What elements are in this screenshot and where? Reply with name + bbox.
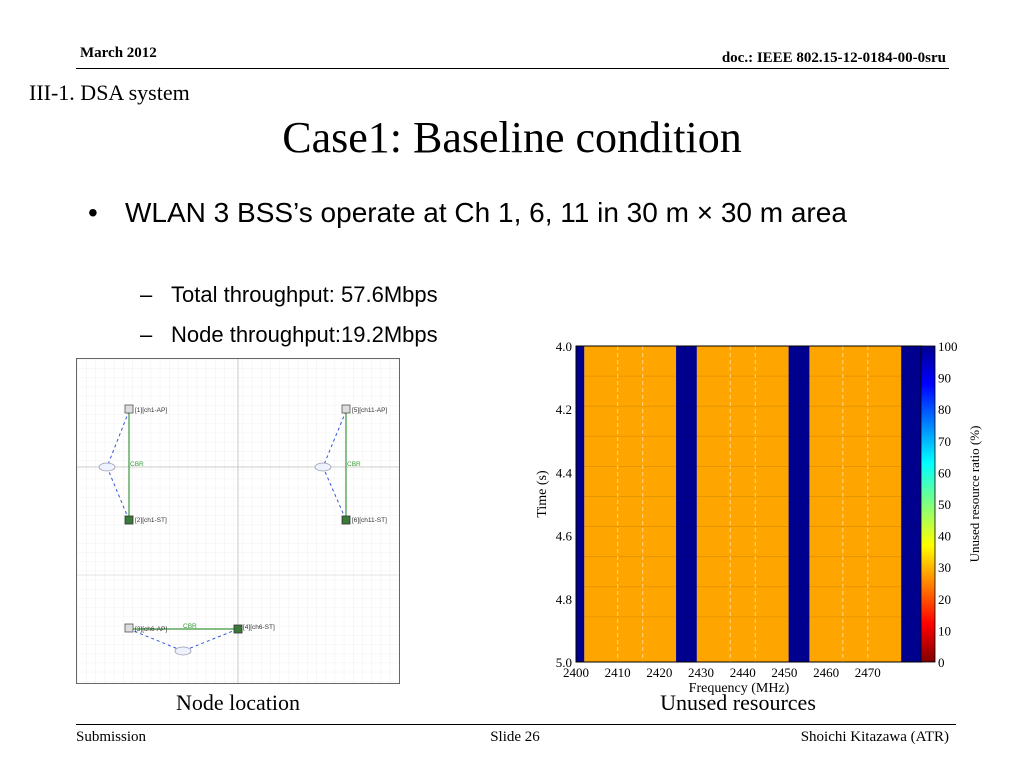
y-tick-label: 4.2 (556, 402, 572, 417)
x-axis-label: Frequency (MHz) (689, 681, 790, 696)
header-divider (76, 68, 949, 69)
colorbar-label: Unused resource ratio (%) (967, 426, 982, 563)
y-tick-label: 4.6 (556, 529, 573, 544)
y-tick-label: 4.8 (556, 592, 572, 607)
dash-icon: – (140, 322, 153, 347)
access-point-icon (341, 404, 351, 414)
header-date: March 2012 (80, 45, 157, 61)
cloud-icon (314, 462, 332, 472)
station-icon (341, 515, 351, 525)
colorbar-tick-label: 60 (938, 465, 951, 480)
station-icon (124, 515, 134, 525)
colorbar-tick-labels: 0 10 20 30 40 50 60 70 80 90 100 (938, 339, 958, 670)
y-axis-label: Time (s) (535, 470, 550, 518)
node-label-ch1-ap: [1][ch1-AP] (135, 407, 167, 414)
cloud-icon (98, 462, 116, 472)
link-label-ch11: CBR (347, 461, 361, 468)
y-tick-label: 5.0 (556, 655, 572, 670)
y-tick-label: 4.0 (556, 339, 572, 354)
dash-icon: – (140, 282, 153, 307)
unused-resources-heatmap: 2400 2410 2420 2430 2440 2450 2460 2470 4.04.24… (535, 339, 982, 696)
access-point-icon (124, 623, 134, 633)
colorbar-tick-label: 30 (938, 560, 951, 575)
node-label-ch11-ap: [5][ch11-AP] (352, 407, 387, 414)
bss-ch1: [1][ch1-AP] [2][ch1-ST] CBR (98, 404, 167, 525)
slide-title: Case1: Baseline condition (282, 113, 742, 162)
heatmap-bands (576, 346, 922, 662)
heatmap-band-4 (788, 346, 810, 662)
colorbar-tick-label: 100 (938, 339, 958, 354)
cloud-icon (174, 646, 192, 656)
heatmap-band-3 (696, 346, 789, 662)
colorbar-tick-label: 50 (938, 497, 951, 512)
heatmap-band-0 (576, 346, 585, 662)
x-tick-label: 2470 (855, 665, 881, 680)
station-icon (233, 624, 243, 634)
footer-divider (76, 724, 956, 725)
bullet-main-text: WLAN 3 BSS’s operate at Ch 1, 6, 11 in 3… (125, 197, 847, 228)
colorbar-tick-label: 20 (938, 592, 951, 607)
bss-ch11: [5][ch11-AP] [6][ch11-ST] CBR (314, 404, 387, 525)
header-doc-id: doc.: IEEE 802.15-12-0184-00-0sru (721, 50, 946, 66)
node-label-ch1-st: [2][ch1-ST] (135, 517, 167, 524)
heatmap-band-5 (809, 346, 902, 662)
caption-node-location: Node location (175, 690, 301, 715)
heatmap-row-lines (576, 346, 922, 662)
bullet-dot-icon: • (88, 197, 98, 228)
x-tick-label: 2450 (771, 665, 797, 680)
y-tick-label: 4.4 (556, 465, 573, 480)
colorbar-tick-label: 90 (938, 371, 951, 386)
heatmap-band-6 (901, 346, 922, 662)
heatmap-band-1 (584, 346, 677, 662)
bullet-sub-total-text: Total throughput: 57.6Mbps (171, 282, 438, 307)
footer-slide-number: Slide 26 (490, 729, 540, 745)
bullet-sub-node-text: Node throughput:19.2Mbps (171, 322, 438, 347)
x-tick-label: 2410 (605, 665, 631, 680)
x-tick-label: 2460 (813, 665, 839, 680)
footer-submission: Submission (76, 729, 147, 745)
link-label-ch1: CBR (130, 461, 144, 468)
x-tick-label: 2440 (730, 665, 756, 680)
x-tick-label: 2430 (688, 665, 714, 680)
heatmap-band-2 (676, 346, 697, 662)
wireless-path-ch6 (128, 628, 239, 652)
y-tick-labels: 4.0 4.2 4.4 4.6 4.8 5.0 (556, 339, 573, 670)
bss-ch6: [3][ch6-AP] [4][ch6-ST] CBR (124, 623, 275, 656)
colorbar (920, 345, 936, 663)
colorbar-tick-label: 80 (938, 402, 951, 417)
link-label-ch6: CBR (183, 623, 197, 630)
colorbar-tick-label: 0 (938, 655, 945, 670)
footer-author: Shoichi Kitazawa (ATR) (800, 729, 949, 745)
node-label-ch6-st: [4][ch6-ST] (243, 624, 275, 631)
x-tick-labels: 2400 2410 2420 2430 2440 2450 2460 2470 (563, 665, 881, 680)
x-tick-label: 2420 (646, 665, 672, 680)
access-point-icon (124, 404, 134, 414)
caption-unused-resources: Unused resources (660, 690, 816, 715)
colorbar-tick-label: 40 (938, 529, 951, 544)
node-label-ch11-st: [6][ch11-ST] (352, 517, 387, 524)
colorbar-tick-label: 10 (938, 623, 951, 638)
section-label: III-1. DSA system (29, 80, 190, 105)
node-location-diagram: [1][ch1-AP] [2][ch1-ST] CBR [5][ch11-AP]… (76, 358, 400, 684)
x-tick-label: 2400 (563, 665, 589, 680)
node-label-ch6-ap: [3][ch6-AP] (135, 626, 167, 633)
colorbar-tick-label: 70 (938, 434, 951, 449)
node-diagram-svg: [1][ch1-AP] [2][ch1-ST] CBR [5][ch11-AP]… (77, 359, 399, 683)
